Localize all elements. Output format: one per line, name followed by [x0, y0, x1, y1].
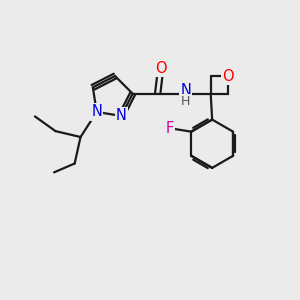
Text: F: F [165, 121, 174, 136]
Text: O: O [223, 68, 234, 83]
Text: H: H [181, 95, 190, 108]
Text: N: N [180, 83, 191, 98]
Text: O: O [155, 61, 167, 76]
Text: N: N [91, 104, 102, 119]
Text: N: N [116, 108, 127, 123]
